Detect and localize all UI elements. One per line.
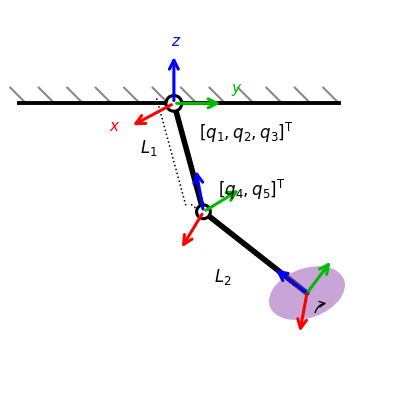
- Text: $[q_4,q_5]^\mathrm{T}$: $[q_4,q_5]^\mathrm{T}$: [218, 178, 285, 202]
- Text: $z$: $z$: [171, 34, 181, 49]
- Ellipse shape: [268, 266, 344, 320]
- Text: $L_1$: $L_1$: [140, 138, 158, 158]
- Circle shape: [196, 205, 210, 219]
- Text: $x$: $x$: [109, 119, 120, 134]
- Circle shape: [166, 95, 181, 111]
- Text: $L_2$: $L_2$: [214, 267, 231, 287]
- Text: $[q_1,q_2,q_3]^\mathrm{T}$: $[q_1,q_2,q_3]^\mathrm{T}$: [198, 121, 292, 145]
- Text: $y$: $y$: [230, 82, 241, 98]
